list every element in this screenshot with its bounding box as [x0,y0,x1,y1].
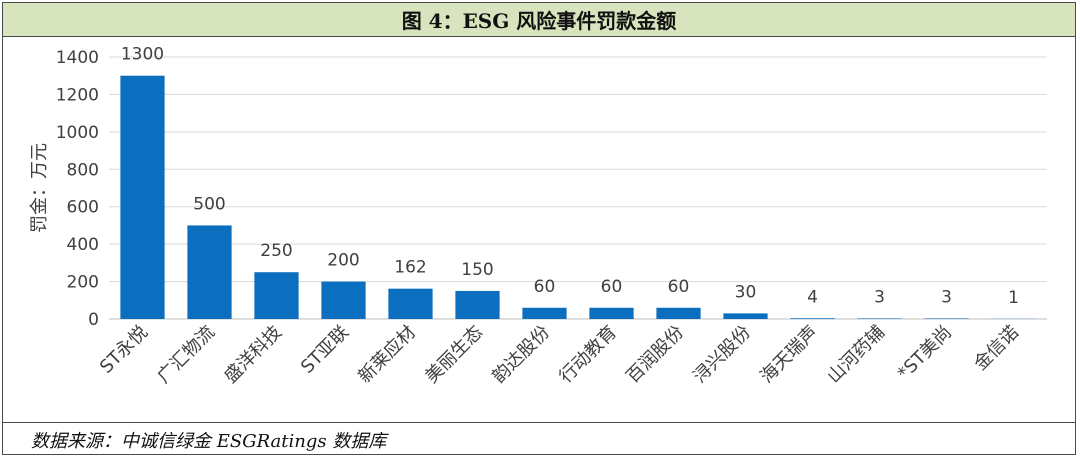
bar [321,281,366,319]
bar-chart: 0200400600800100012001400罚金：万元1300ST永悦50… [29,45,1047,388]
data-label: 4 [807,287,818,307]
y-tick-label: 400 [67,235,99,255]
data-label: 60 [601,277,623,297]
data-label: 30 [735,282,757,302]
data-label: 150 [461,260,493,280]
data-label: 250 [260,241,292,261]
data-label: 60 [534,277,556,297]
source-note: 数据来源：中诚信绿金 ESGRatings 数据库 [31,431,387,452]
category-label: 韵达股份 [488,322,554,388]
category-label: 浔兴股份 [689,322,755,388]
y-tick-label: 0 [88,310,99,330]
category-label: *ST美尚 [894,322,957,385]
y-axis-label: 罚金：万元 [29,143,50,233]
bar [857,318,902,319]
y-tick-label: 1000 [56,123,99,143]
bar [656,307,701,319]
bar [790,318,835,319]
data-label: 162 [394,258,426,278]
category-label: ST亚联 [297,322,353,378]
data-label: 60 [668,277,690,297]
data-label: 200 [327,251,359,271]
bar [187,225,232,319]
category-label: 新莱应材 [354,322,420,388]
bar [522,307,567,319]
bar [388,288,433,319]
category-label: 美丽生态 [421,322,487,388]
bar [723,313,768,319]
figure-title: 图 4：ESG 风险事件罚款金额 [3,3,1075,37]
chart-area: 0 200 400 600 800 1000 1200 1400 罚金：万元 1300 ST永悦 50… [3,37,1075,423]
category-label: 盛洋科技 [220,322,286,388]
y-tick-label: 1400 [56,48,99,68]
bar [120,75,165,319]
data-label: 3 [874,287,885,307]
category-label: ST永悦 [96,322,152,378]
category-label: 山河药辅 [823,322,889,388]
data-label: 3 [941,287,952,307]
category-label: 百润股份 [622,322,688,388]
bar [455,290,500,319]
bar [589,307,634,319]
data-label: 1 [1008,288,1019,308]
y-tick-label: 600 [67,198,99,218]
y-tick-label: 200 [67,273,99,293]
category-label: 行动教育 [555,322,621,388]
y-tick-label: 1200 [56,85,99,105]
category-label: 金信诺 [970,322,1023,375]
data-label: 500 [193,194,225,214]
bar [254,272,299,319]
data-label: 1300 [121,45,164,65]
y-tick-label: 800 [67,160,99,180]
category-label: 海天瑞声 [756,322,822,388]
bar [924,318,969,319]
category-label: 广汇物流 [153,322,219,388]
